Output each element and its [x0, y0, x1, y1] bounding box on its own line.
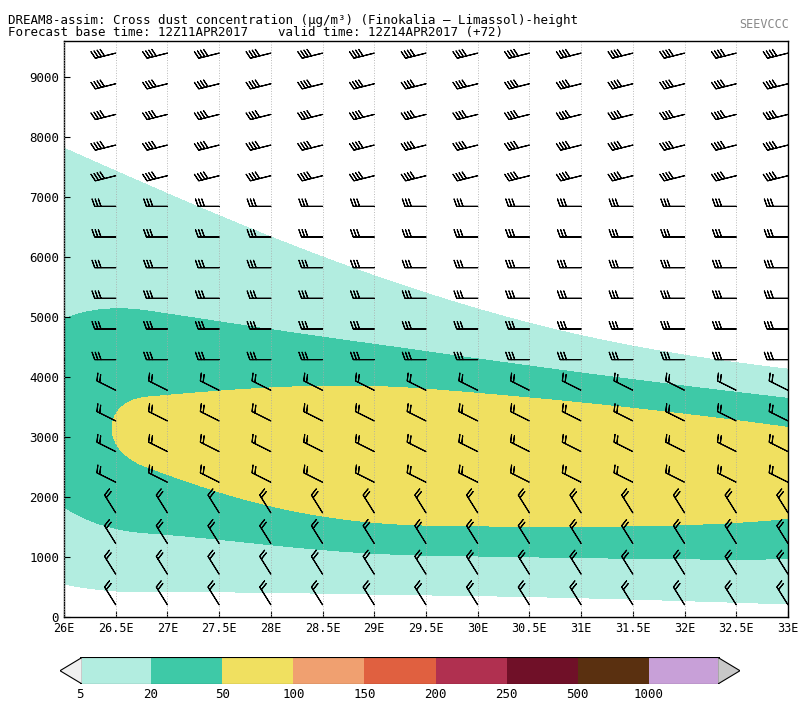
- Text: 150: 150: [353, 688, 376, 700]
- Polygon shape: [718, 657, 740, 684]
- Text: 5: 5: [76, 688, 84, 700]
- Bar: [649, 657, 720, 684]
- Text: DREAM8-assim: Cross dust concentration (μg/m³) (Finokalia – Limassol)-height: DREAM8-assim: Cross dust concentration (…: [8, 14, 578, 27]
- Polygon shape: [60, 657, 82, 684]
- Bar: [222, 657, 294, 684]
- Bar: [151, 657, 222, 684]
- Bar: [506, 657, 578, 684]
- Text: 200: 200: [424, 688, 447, 700]
- Text: 250: 250: [495, 688, 518, 700]
- Text: 20: 20: [144, 688, 158, 700]
- Text: 500: 500: [566, 688, 589, 700]
- Text: SEEVCCC: SEEVCCC: [740, 18, 790, 30]
- Text: 1000: 1000: [634, 688, 664, 700]
- Bar: [80, 657, 151, 684]
- Bar: [578, 657, 649, 684]
- Text: 50: 50: [214, 688, 230, 700]
- Bar: [435, 657, 506, 684]
- Text: 100: 100: [282, 688, 305, 700]
- Text: Forecast base time: 12Z11APR2017    valid time: 12Z14APR2017 (+72): Forecast base time: 12Z11APR2017 valid t…: [8, 26, 503, 39]
- Bar: [294, 657, 365, 684]
- Bar: [365, 657, 435, 684]
